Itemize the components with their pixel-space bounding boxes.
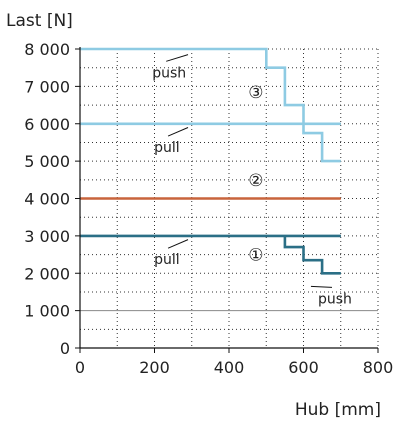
series-marker-label: ③ [248, 83, 263, 103]
annotation-leader [167, 127, 189, 137]
series-marker-label: ② [248, 171, 263, 191]
x-tick-label: 0 [75, 358, 85, 377]
annotation-leader [167, 239, 189, 249]
annotation-label: push [152, 65, 186, 81]
y-axis-label: Last [N] [6, 11, 73, 31]
x-tick-label: 400 [214, 358, 245, 377]
x-tick-label: 200 [139, 358, 170, 377]
series-line [80, 47, 341, 163]
annotation-label: pull [154, 140, 180, 156]
y-tick-label: 5 000 [24, 152, 70, 171]
y-tick-label: 3 000 [24, 227, 70, 246]
annotations: push pull pull push ③ ② ① [152, 54, 352, 307]
y-tick-label: 0 [60, 339, 70, 358]
x-tick-label: 800 [363, 358, 394, 377]
y-tick-label: 6 000 [24, 115, 70, 134]
x-axis-label: Hub [mm] [295, 400, 381, 420]
y-tick-label: 2 000 [24, 264, 70, 283]
series-marker-label: ① [248, 246, 263, 266]
annotation-leader [310, 285, 333, 288]
y-tick-label: 7 000 [24, 77, 70, 96]
annotation-label: push [318, 291, 352, 307]
y-tick-label: 8 000 [24, 40, 70, 59]
x-tick-label: 600 [288, 358, 319, 377]
y-tick-label: 4 000 [24, 190, 70, 209]
y-tick-label: 1 000 [24, 302, 70, 321]
series-line [283, 235, 341, 275]
annotation-label: pull [154, 252, 180, 268]
series-lines [80, 47, 341, 275]
axes: 0 1 000 2 000 3 000 4 000 5 000 6 000 7 000 8 00… [24, 40, 393, 377]
annotation-leader [166, 54, 189, 62]
